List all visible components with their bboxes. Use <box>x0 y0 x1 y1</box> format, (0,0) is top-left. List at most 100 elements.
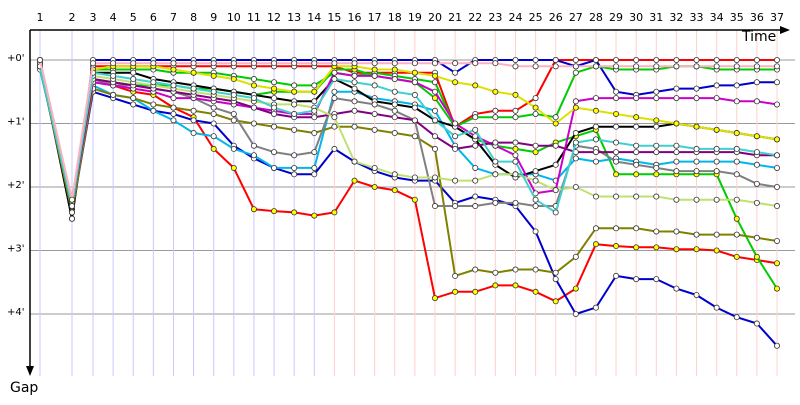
data-point <box>774 260 781 267</box>
data-point <box>311 114 318 121</box>
data-point <box>633 276 640 283</box>
data-point <box>452 203 459 210</box>
data-point <box>774 342 781 349</box>
data-point <box>592 63 599 70</box>
data-point <box>633 114 640 121</box>
data-point <box>653 117 660 124</box>
data-point <box>673 57 680 64</box>
data-point <box>472 177 479 184</box>
data-point <box>613 110 620 117</box>
data-point <box>552 269 559 276</box>
data-point <box>230 145 237 152</box>
data-point <box>130 76 137 83</box>
data-point <box>693 158 700 165</box>
data-point <box>633 95 640 102</box>
data-point <box>713 158 720 165</box>
gap-axis-title: Gap <box>10 380 38 396</box>
data-point <box>733 130 740 137</box>
data-point <box>552 114 559 121</box>
data-point <box>90 60 97 67</box>
data-point <box>331 95 338 102</box>
data-point <box>311 149 318 156</box>
data-point <box>371 110 378 117</box>
lap-tick-label: 21 <box>448 11 462 24</box>
data-point <box>271 85 278 92</box>
data-point <box>552 187 559 194</box>
series-line <box>39 62 778 220</box>
data-point <box>391 60 398 67</box>
data-point <box>673 285 680 292</box>
data-point <box>713 168 720 175</box>
data-point <box>492 60 499 67</box>
data-point <box>492 171 499 178</box>
data-point <box>452 272 459 279</box>
data-point <box>592 107 599 114</box>
data-point <box>713 126 720 133</box>
data-point <box>613 158 620 165</box>
data-point <box>472 164 479 171</box>
data-point <box>472 60 479 67</box>
data-point <box>693 196 700 203</box>
data-point <box>250 95 257 102</box>
data-point <box>431 174 438 181</box>
data-point <box>351 107 358 114</box>
data-point <box>552 120 559 127</box>
data-point <box>291 126 298 133</box>
data-point <box>733 314 740 321</box>
data-point <box>331 209 338 216</box>
data-point <box>613 193 620 200</box>
lap-tick-label: 23 <box>488 11 502 24</box>
data-point <box>713 57 720 64</box>
data-point <box>512 266 519 273</box>
data-point <box>431 133 438 140</box>
data-point <box>190 85 197 92</box>
data-point <box>613 149 620 156</box>
data-point <box>170 104 177 111</box>
data-point <box>653 276 660 283</box>
data-point <box>532 266 539 273</box>
data-point <box>753 180 760 187</box>
data-point <box>592 149 599 156</box>
lap-tick-label: 20 <box>428 11 442 24</box>
data-point <box>733 158 740 165</box>
data-point <box>532 63 539 70</box>
lap-tick-label: 34 <box>710 11 724 24</box>
data-point <box>311 164 318 171</box>
data-point <box>37 57 44 64</box>
data-point <box>311 82 318 89</box>
data-point <box>673 149 680 156</box>
data-point <box>210 110 217 117</box>
gap-tick-label: +1' <box>7 117 25 128</box>
data-point <box>653 142 660 149</box>
data-point <box>431 88 438 95</box>
gap-axis-arrow <box>26 366 34 376</box>
data-point <box>673 246 680 253</box>
data-point <box>613 139 620 146</box>
data-point <box>230 117 237 124</box>
lap-tick-label: 5 <box>130 11 137 24</box>
data-point <box>733 171 740 178</box>
data-point <box>472 133 479 140</box>
data-point <box>150 101 157 108</box>
data-point <box>753 149 760 156</box>
data-point <box>250 120 257 127</box>
data-point <box>250 82 257 89</box>
data-point <box>653 171 660 178</box>
data-point <box>472 288 479 295</box>
gap-tick-label: +0' <box>7 53 25 64</box>
lap-tick-label: 26 <box>549 11 563 24</box>
data-point <box>351 72 358 79</box>
data-point <box>753 234 760 241</box>
data-point <box>271 104 278 111</box>
data-point <box>69 196 76 203</box>
data-point <box>351 60 358 67</box>
data-point <box>411 91 418 98</box>
data-point <box>633 225 640 232</box>
lap-tick-label: 32 <box>669 11 683 24</box>
data-point <box>532 57 539 64</box>
data-point <box>633 171 640 178</box>
data-point <box>230 60 237 67</box>
data-point <box>311 60 318 67</box>
data-point <box>532 149 539 156</box>
data-point <box>572 57 579 64</box>
